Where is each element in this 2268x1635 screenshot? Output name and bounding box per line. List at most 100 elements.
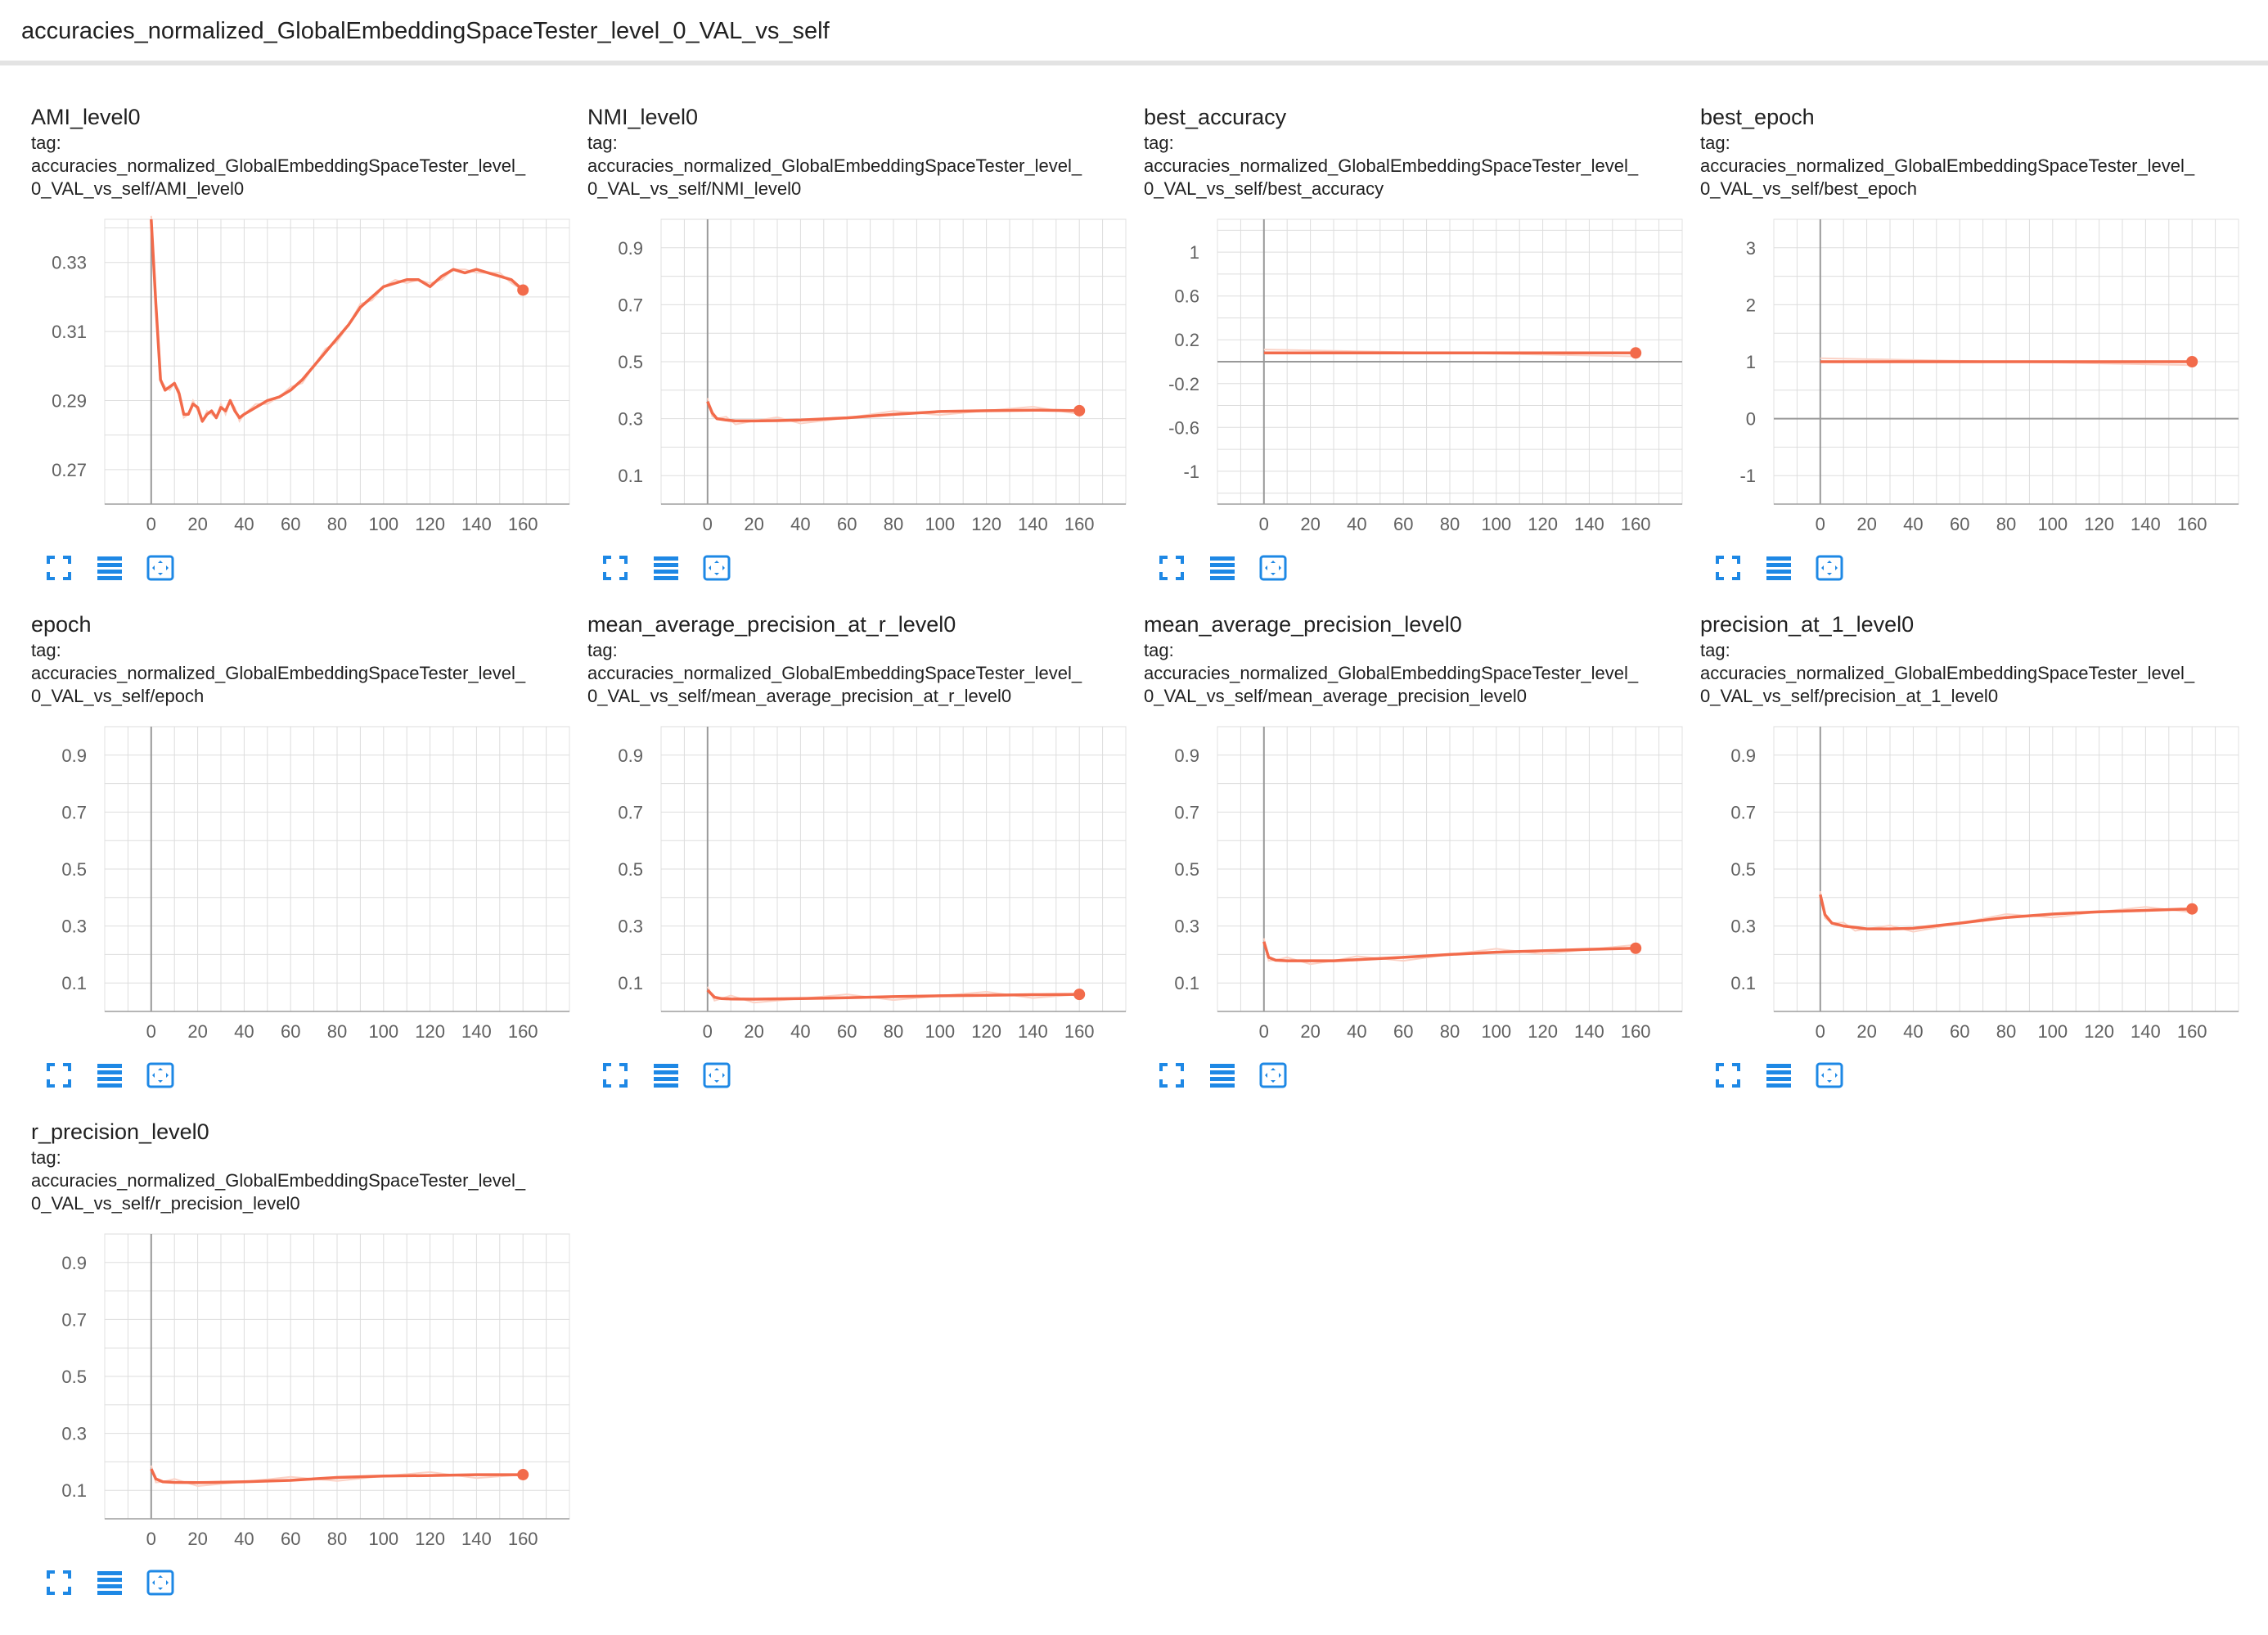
chart-card-map-level0: mean_average_precision_level0 tag: accur… [1136,612,1684,1103]
y-tick-label: 0.33 [52,253,87,273]
series-line [150,1468,524,1484]
x-tick-label: 160 [2177,1021,2207,1042]
fit-domain-button[interactable] [1258,1061,1288,1090]
x-tick-label: 80 [327,1529,347,1549]
y-tick-label: 0.1 [1174,973,1199,993]
series-line [706,401,1080,423]
x-tick-label: 40 [234,1021,254,1042]
x-tick-label: 80 [884,1021,903,1042]
x-tick-label: 0 [1259,1021,1269,1042]
toggle-log-scale-button[interactable] [1764,1061,1793,1090]
toggle-log-scale-button[interactable] [1208,1061,1237,1090]
chart-card-nmi-level0: NMI_level0 tag: accuracies_normalized_Gl… [579,105,1127,596]
tag-path-line-1: accuracies_normalized_GlobalEmbeddingSpa… [1700,663,2195,683]
fit-domain-button[interactable] [702,553,731,583]
toggle-log-scale-button[interactable] [95,553,124,583]
toggle-log-scale-icon [1766,1064,1791,1088]
y-tick-label: 0.3 [618,917,643,937]
fullscreen-button[interactable] [1157,553,1186,583]
x-tick-label: 160 [1064,514,1095,534]
fullscreen-button[interactable] [1713,553,1743,583]
toggle-log-scale-button[interactable] [95,1061,124,1090]
fullscreen-button[interactable] [601,1061,630,1090]
x-tick-label: 120 [2084,1021,2114,1042]
x-tick-label: 20 [1300,514,1320,534]
toggle-log-scale-icon [1766,556,1791,580]
fullscreen-button[interactable] [44,1061,74,1090]
x-tick-label: 40 [790,514,810,534]
toggle-log-scale-button[interactable] [651,553,681,583]
fullscreen-icon [47,1570,71,1595]
tag-path-line-2: 0_VAL_vs_self/best_epoch [1700,178,1917,199]
fit-domain-button[interactable] [1815,1061,1844,1090]
fullscreen-button[interactable] [1157,1061,1186,1090]
y-tick-label: 0.9 [61,745,87,766]
y-tick-label: 0.7 [1174,802,1199,822]
toggle-log-scale-button[interactable] [651,1061,681,1090]
x-tick-label: 100 [368,514,398,534]
y-tick-label: 0.3 [618,409,643,430]
y-tick-label: 0.5 [618,352,643,372]
fullscreen-icon [603,1063,628,1088]
y-tick-label: 2 [1746,295,1756,315]
y-tick-label: 0.27 [52,460,87,480]
fit-domain-icon [1816,555,1843,581]
tag-path-line-2: 0_VAL_vs_self/r_precision_level0 [31,1193,300,1214]
x-tick-label: 100 [925,514,955,534]
fit-domain-icon [146,1570,174,1596]
y-tick-label: 0.3 [1174,917,1199,937]
fit-domain-button[interactable] [702,1061,731,1090]
y-tick-label: 0.5 [61,859,87,880]
y-tick-label: 0.6 [1174,286,1199,307]
fit-domain-button[interactable] [1258,553,1288,583]
x-tick-label: 80 [1440,514,1460,534]
y-tick-label: 0.7 [61,1309,87,1330]
y-tick-label: 0.1 [618,466,643,486]
tag-label: tag: [1144,133,1174,153]
last-point-marker [1630,942,1642,954]
y-tick-label: 0.2 [1174,330,1199,350]
fullscreen-button[interactable] [44,553,74,583]
x-tick-label: 140 [1018,514,1048,534]
toggle-log-scale-button[interactable] [1208,553,1237,583]
fullscreen-button[interactable] [601,553,630,583]
y-tick-label: 0.3 [61,917,87,937]
chart-title: epoch [31,612,92,637]
x-tick-label: 140 [461,1021,492,1042]
x-tick-label: 80 [327,1021,347,1042]
chart-title: best_accuracy [1144,105,1287,129]
line-chart: 0 20 40 60 80 100 120 140 160 0.1 0.3 0.5 0.7 0.9 [1730,726,2239,1042]
y-tick-label: 0.5 [1174,859,1199,880]
fit-domain-button[interactable] [1815,553,1844,583]
toggle-log-scale-button[interactable] [95,1568,124,1597]
fit-domain-icon [703,1062,731,1088]
fit-domain-button[interactable] [146,1061,175,1090]
fit-domain-icon [1259,1062,1287,1088]
x-tick-label: 160 [1064,1021,1095,1042]
fullscreen-icon [603,556,628,580]
tag-path-line-2: 0_VAL_vs_self/best_accuracy [1144,178,1384,199]
x-tick-label: 20 [187,1021,207,1042]
x-tick-label: 100 [2037,514,2068,534]
chart-card-best-accuracy: best_accuracy tag: accuracies_normalized… [1136,105,1684,596]
x-tick-label: 100 [2037,1021,2068,1042]
fullscreen-button[interactable] [1713,1061,1743,1090]
x-tick-label: 20 [744,1021,763,1042]
x-tick-label: 100 [1481,514,1511,534]
x-tick-label: 40 [1903,514,1923,534]
tag-path-line-1: accuracies_normalized_GlobalEmbeddingSpa… [31,155,526,176]
x-tick-label: 80 [1440,1021,1460,1042]
x-tick-label: 160 [508,1529,538,1549]
chart-title: best_epoch [1700,105,1815,129]
tag-path-line-1: accuracies_normalized_GlobalEmbeddingSpa… [1144,155,1639,176]
x-tick-label: 20 [1856,1021,1876,1042]
fit-domain-button[interactable] [146,1568,175,1597]
x-tick-label: 40 [1903,1021,1923,1042]
toggle-log-scale-icon [654,1064,678,1088]
fullscreen-button[interactable] [44,1568,74,1597]
toggle-log-scale-button[interactable] [1764,553,1793,583]
y-tick-label: 0.5 [1730,859,1756,880]
line-chart: 0 20 40 60 80 100 120 140 160 0.1 0.3 0.5 0.7 0.9 [61,1233,570,1549]
fit-domain-button[interactable] [146,553,175,583]
y-tick-label: -1 [1739,466,1756,486]
